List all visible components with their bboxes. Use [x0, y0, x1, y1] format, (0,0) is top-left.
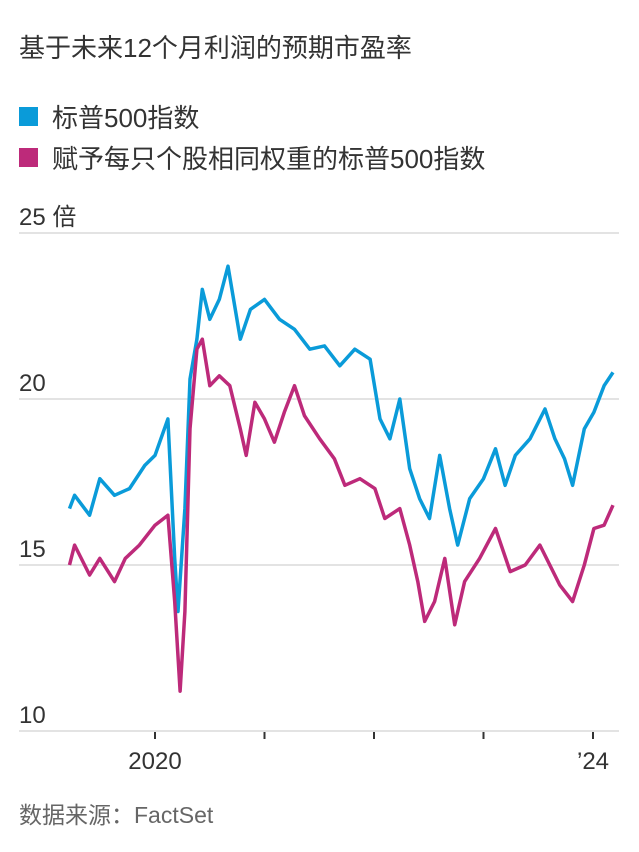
- source-note: 数据来源：FactSet: [19, 802, 214, 828]
- legend-item-equal-weight: 赋予每只个股相同权重的标普500指数: [19, 139, 485, 176]
- legend-label-equal-weight: 赋予每只个股相同权重的标普500指数: [52, 144, 486, 174]
- y-tick-label: 15: [19, 536, 46, 563]
- y-tick-label: 25 倍: [19, 204, 76, 231]
- legend-label-sp500: 标普500指数: [52, 103, 200, 133]
- y-tick-label: 20: [19, 370, 46, 397]
- x-tick-label: 2020: [128, 748, 181, 775]
- legend-swatch-equal-weight: [19, 148, 38, 167]
- series-line-equal-weight: [67, 337, 615, 693]
- chart-title: 基于未来12个月利润的预期市盈率: [19, 33, 412, 63]
- legend-swatch-sp500: [19, 107, 38, 126]
- x-tick-label: ’24: [577, 748, 609, 775]
- series-line-sp500: [67, 264, 615, 614]
- y-tick-label: 10: [19, 702, 46, 729]
- legend-item-sp500: 标普500指数: [19, 98, 199, 135]
